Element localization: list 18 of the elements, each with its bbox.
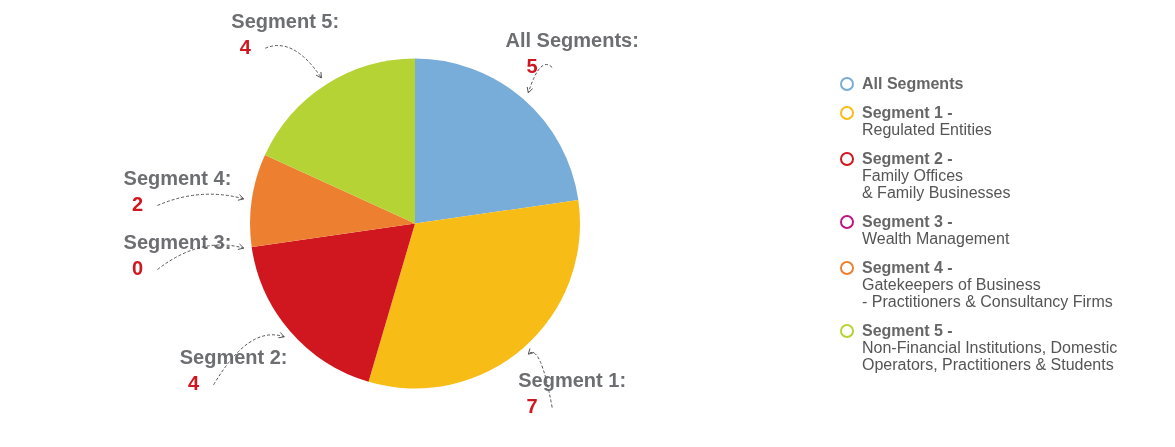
text: Segment 5: — [231, 9, 340, 32]
text: Segment 4: — [123, 166, 232, 189]
text: Segment 1: — [518, 369, 627, 392]
legend-label: Segment 2 - Family Offices & Family Businesses — [862, 149, 1011, 201]
legend-label: Segment 4 - Gatekeepers of Business - Practitioners & Consultancy Firms — [862, 258, 1113, 310]
legend-label: All Segments — [862, 74, 964, 92]
legend-label: Segment 3 - Wealth Management — [862, 212, 1010, 247]
data-label: 7 — [526, 395, 538, 418]
legend-label: Segment 5 - Non-Financial Institutions, Domestic Operators, Practitioners & Students — [862, 321, 1118, 373]
text: 0 — [131, 257, 144, 280]
text: Segment 3: — [123, 231, 232, 254]
data-label: 2 — [131, 192, 144, 215]
data-label: 4 — [239, 35, 252, 58]
data-label: 4 — [188, 372, 201, 395]
legend-label: Segment 1 - Regulated Entities — [862, 103, 992, 138]
text: All Segments: — [505, 28, 639, 51]
text: Segment 2: — [179, 346, 288, 369]
data-label: 5 — [526, 54, 538, 77]
